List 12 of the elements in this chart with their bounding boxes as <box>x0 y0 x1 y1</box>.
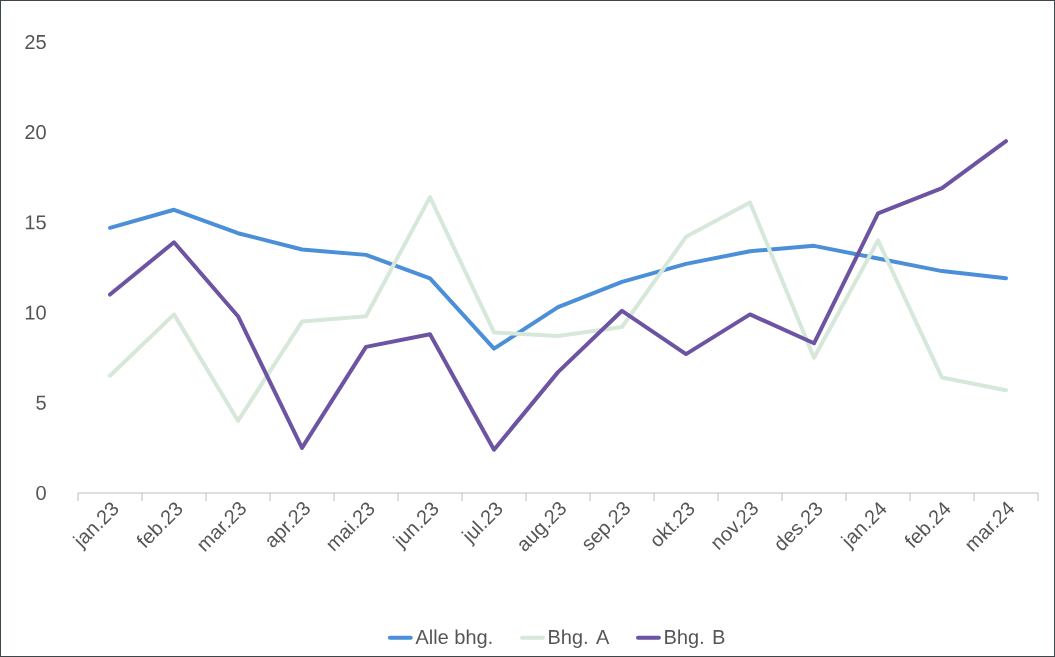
y-tick-label: 5 <box>36 395 46 410</box>
y-tick-label: 20 <box>25 125 46 140</box>
line-series <box>108 139 1009 452</box>
y-tick-label: 0 <box>36 485 46 501</box>
legend-label: Bhg. A <box>549 629 610 649</box>
legend-label: Alle bhg. <box>415 629 492 649</box>
legend-label: Bhg. B <box>665 629 725 649</box>
y-tick-label: 10 <box>25 305 46 320</box>
y-tick-label: 25 <box>25 34 46 50</box>
line-series <box>108 195 1009 423</box>
y-tick-label: 15 <box>25 215 46 230</box>
line-series <box>108 207 1009 351</box>
